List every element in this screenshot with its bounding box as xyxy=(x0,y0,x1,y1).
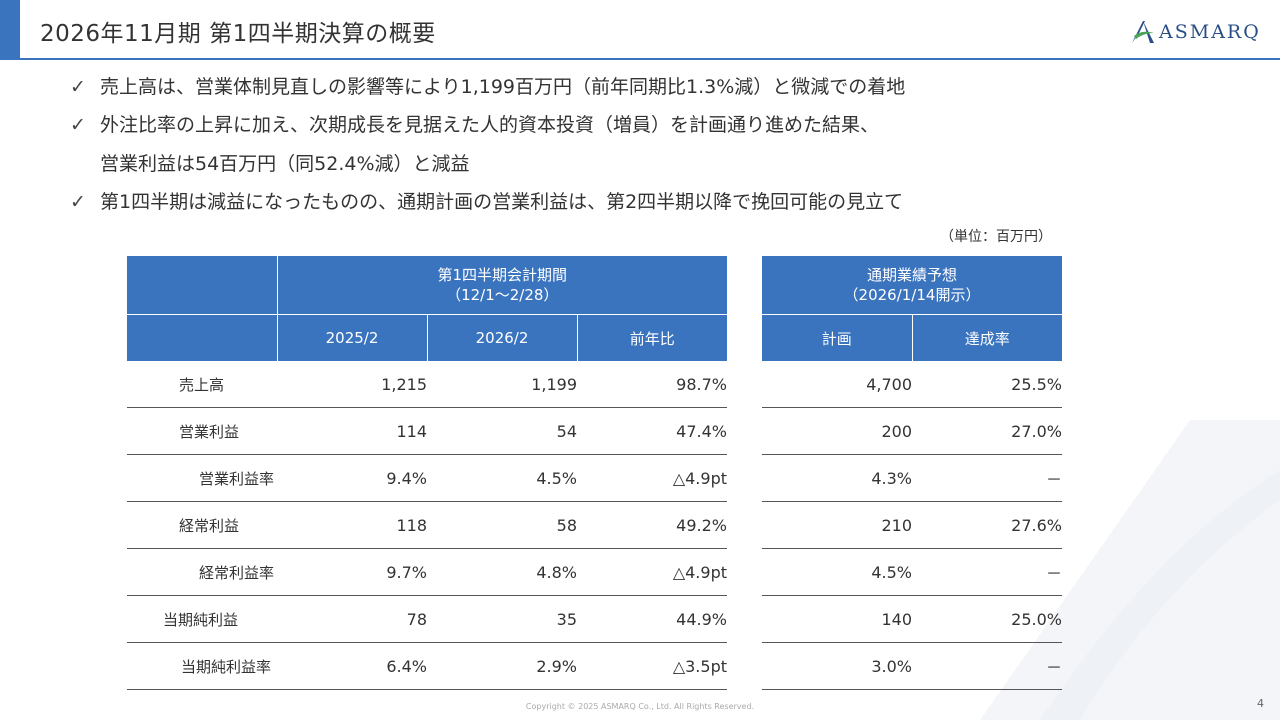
col-header-plan: 計画 xyxy=(762,314,912,361)
cell-prev: 114 xyxy=(277,407,427,455)
col-header-rate: 達成率 xyxy=(911,314,1062,361)
row-label: 当期純利益 xyxy=(127,595,277,643)
logo-text: ASMARQ xyxy=(1159,21,1261,43)
cell-yoy: 49.2% xyxy=(577,501,727,549)
row-label: 経常利益 xyxy=(127,501,277,549)
cell-rate: 27.6% xyxy=(912,501,1062,549)
copyright-footer: Copyright © 2025 ASMARQ Co., Ltd. All Ri… xyxy=(525,702,755,711)
cell-plan: 200 xyxy=(762,407,912,455)
row-label: 当期純利益率 xyxy=(127,642,277,690)
header-corner xyxy=(127,256,277,315)
cell-curr: 58 xyxy=(427,501,577,549)
forecast-group-header: 通期業績予想 （2026/1/14開示） xyxy=(762,256,1062,315)
cell-yoy: 47.4% xyxy=(577,407,727,455)
cell-curr: 2.9% xyxy=(427,642,577,690)
row-label: 営業利益率 xyxy=(127,454,277,502)
cell-prev: 9.7% xyxy=(277,548,427,596)
table-row: 経常利益 118 58 49.2% xyxy=(127,501,727,549)
page-title: 2026年11月期 第1四半期決算の概要 xyxy=(40,21,436,47)
table-row: 売上高 1,215 1,199 98.7% xyxy=(127,361,727,408)
cell-yoy: △4.9pt xyxy=(577,454,727,502)
col-header-yoy: 前年比 xyxy=(576,314,727,361)
cell-curr: 1,199 xyxy=(427,361,577,408)
cell-prev: 9.4% xyxy=(277,454,427,502)
table-row: 4,700 25.5% xyxy=(762,361,1062,408)
table-row: 140 25.0% xyxy=(762,595,1062,643)
cell-curr: 54 xyxy=(427,407,577,455)
cell-curr: 4.5% xyxy=(427,454,577,502)
table-row: 当期純利益率 6.4% 2.9% △3.5pt xyxy=(127,642,727,690)
page-number: 4 xyxy=(1257,697,1264,710)
unit-note: （単位：百万円） xyxy=(940,229,1052,245)
cell-rate: － xyxy=(912,642,1062,690)
cell-rate: － xyxy=(912,548,1062,596)
table-row: 当期純利益 78 35 44.9% xyxy=(127,595,727,643)
cell-plan: 210 xyxy=(762,501,912,549)
table-row: 3.0% － xyxy=(762,642,1062,690)
quarter-results-table: 第1四半期会計期間 （12/1～2/28） 2025/2 2026/2 前年比 … xyxy=(127,256,727,690)
cell-yoy: △3.5pt xyxy=(577,642,727,690)
col-header-curr: 2026/2 xyxy=(426,314,577,361)
check-icon: ✓ xyxy=(70,76,86,98)
cell-plan: 3.0% xyxy=(762,642,912,690)
logo-icon xyxy=(1132,21,1154,43)
table-row: 200 27.0% xyxy=(762,407,1062,455)
bullet-item: ✓ 売上高は、営業体制見直しの影響等により1,199百万円（前年同期比1.3%減）… xyxy=(70,76,906,98)
cell-prev: 78 xyxy=(277,595,427,643)
row-label: 売上高 xyxy=(127,361,277,408)
cell-plan: 4.5% xyxy=(762,548,912,596)
table-row: 4.3% － xyxy=(762,454,1062,502)
cell-rate: 25.5% xyxy=(912,361,1062,408)
cell-prev: 1,215 xyxy=(277,361,427,408)
table-row: 210 27.6% xyxy=(762,501,1062,549)
forecast-table: 通期業績予想 （2026/1/14開示） 計画 達成率 4,700 25.5% 2… xyxy=(762,256,1062,690)
bullet-item: ✓ 外注比率の上昇に加え、次期成長を見据えた人的資本投資（増員）を計画通り進めた結… xyxy=(70,114,880,136)
cell-rate: － xyxy=(912,454,1062,502)
row-label: 経常利益率 xyxy=(127,548,277,596)
cell-curr: 35 xyxy=(427,595,577,643)
table-row: 経常利益率 9.7% 4.8% △4.9pt xyxy=(127,548,727,596)
company-logo: ASMARQ xyxy=(1130,18,1261,46)
cell-prev: 118 xyxy=(277,501,427,549)
quarter-group-header: 第1四半期会計期間 （12/1～2/28） xyxy=(276,256,727,315)
check-icon: ✓ xyxy=(70,114,86,136)
table-row: 営業利益 114 54 47.4% xyxy=(127,407,727,455)
check-icon: ✓ xyxy=(70,191,86,213)
cell-yoy: △4.9pt xyxy=(577,548,727,596)
cell-yoy: 98.7% xyxy=(577,361,727,408)
title-divider xyxy=(20,58,1280,60)
table-row: 営業利益率 9.4% 4.5% △4.9pt xyxy=(127,454,727,502)
row-label: 営業利益 xyxy=(127,407,277,455)
cell-plan: 4,700 xyxy=(762,361,912,408)
cell-plan: 140 xyxy=(762,595,912,643)
cell-rate: 27.0% xyxy=(912,407,1062,455)
table-row: 4.5% － xyxy=(762,548,1062,596)
title-accent-bar xyxy=(0,0,20,60)
bullet-continuation: 営業利益は54百万円（同52.4%減）と減益 xyxy=(100,153,470,175)
bullet-item: ✓ 第1四半期は減益になったものの、通期計画の営業利益は、第2四半期以降で挽回可能… xyxy=(70,191,904,213)
cell-plan: 4.3% xyxy=(762,454,912,502)
cell-curr: 4.8% xyxy=(427,548,577,596)
cell-rate: 25.0% xyxy=(912,595,1062,643)
cell-prev: 6.4% xyxy=(277,642,427,690)
header-corner xyxy=(127,314,277,361)
col-header-prev: 2025/2 xyxy=(276,314,427,361)
cell-yoy: 44.9% xyxy=(577,595,727,643)
